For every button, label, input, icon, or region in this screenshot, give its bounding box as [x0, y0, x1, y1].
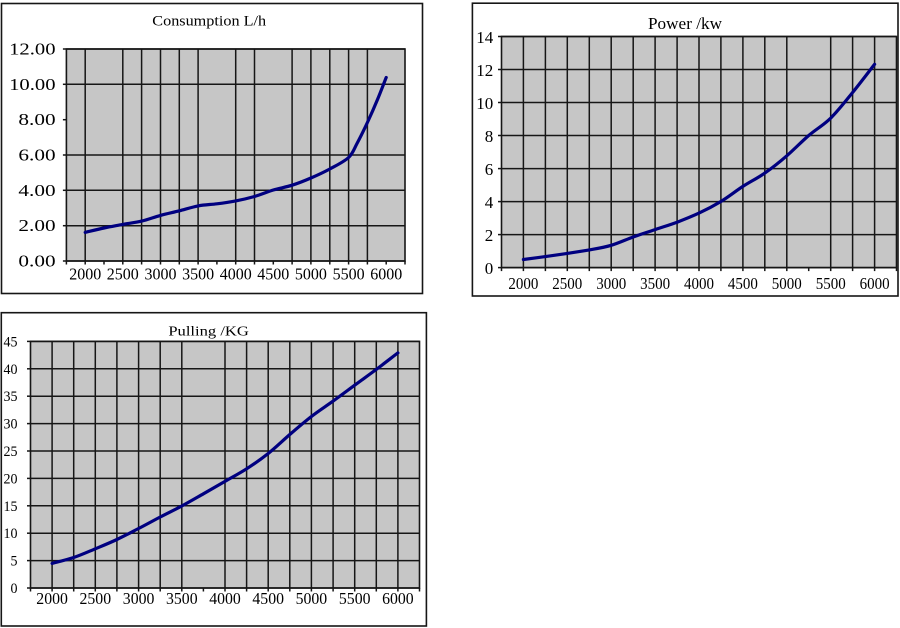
- svg-text:5000: 5000: [295, 264, 327, 283]
- svg-text:8: 8: [485, 127, 494, 146]
- svg-text:2000: 2000: [36, 589, 68, 608]
- svg-text:14: 14: [476, 28, 494, 47]
- svg-text:5500: 5500: [816, 274, 846, 293]
- svg-text:2000: 2000: [508, 274, 538, 293]
- svg-text:30: 30: [4, 416, 18, 433]
- svg-text:2500: 2500: [80, 589, 112, 608]
- svg-text:20: 20: [4, 470, 18, 487]
- svg-text:6000: 6000: [860, 274, 890, 293]
- svg-text:0.00: 0.00: [18, 252, 55, 271]
- svg-text:4500: 4500: [252, 589, 284, 608]
- svg-text:8.00: 8.00: [18, 110, 55, 129]
- svg-text:4.00: 4.00: [18, 181, 55, 200]
- svg-text:10.00: 10.00: [9, 75, 56, 94]
- svg-text:0: 0: [485, 259, 494, 278]
- svg-text:5: 5: [11, 553, 18, 570]
- svg-text:4500: 4500: [728, 274, 758, 293]
- svg-text:Power /kw: Power /kw: [648, 14, 723, 33]
- svg-text:Consumption L/h: Consumption L/h: [152, 13, 266, 29]
- svg-text:0: 0: [11, 580, 18, 597]
- svg-text:6000: 6000: [382, 589, 414, 608]
- svg-text:5500: 5500: [333, 264, 365, 283]
- svg-text:45: 45: [4, 333, 18, 350]
- svg-text:6000: 6000: [370, 264, 402, 283]
- svg-text:40: 40: [4, 361, 18, 378]
- svg-text:4000: 4000: [220, 264, 252, 283]
- svg-text:3000: 3000: [145, 264, 177, 283]
- svg-text:2000: 2000: [69, 264, 101, 283]
- svg-text:2500: 2500: [107, 264, 139, 283]
- svg-text:25: 25: [4, 443, 18, 460]
- svg-text:6.00: 6.00: [18, 146, 55, 165]
- svg-text:3500: 3500: [640, 274, 670, 293]
- svg-text:3500: 3500: [182, 264, 214, 283]
- svg-text:4500: 4500: [257, 264, 289, 283]
- svg-text:3000: 3000: [596, 274, 626, 293]
- svg-text:12.00: 12.00: [9, 40, 56, 59]
- svg-text:4000: 4000: [684, 274, 714, 293]
- svg-text:Pulling /KG: Pulling /KG: [168, 324, 249, 339]
- svg-text:5500: 5500: [339, 589, 371, 608]
- svg-text:6: 6: [485, 160, 494, 179]
- svg-text:3500: 3500: [166, 589, 198, 608]
- svg-text:2: 2: [485, 226, 494, 245]
- svg-text:35: 35: [4, 388, 18, 405]
- svg-text:2.00: 2.00: [18, 216, 55, 235]
- svg-text:4000: 4000: [209, 589, 241, 608]
- svg-text:10: 10: [476, 94, 493, 113]
- svg-text:15: 15: [4, 498, 18, 515]
- svg-text:12: 12: [476, 61, 493, 80]
- svg-text:2500: 2500: [552, 274, 582, 293]
- svg-text:4: 4: [485, 193, 494, 212]
- svg-text:5000: 5000: [772, 274, 802, 293]
- svg-text:5000: 5000: [296, 589, 328, 608]
- svg-text:10: 10: [4, 525, 18, 542]
- svg-text:3000: 3000: [123, 589, 155, 608]
